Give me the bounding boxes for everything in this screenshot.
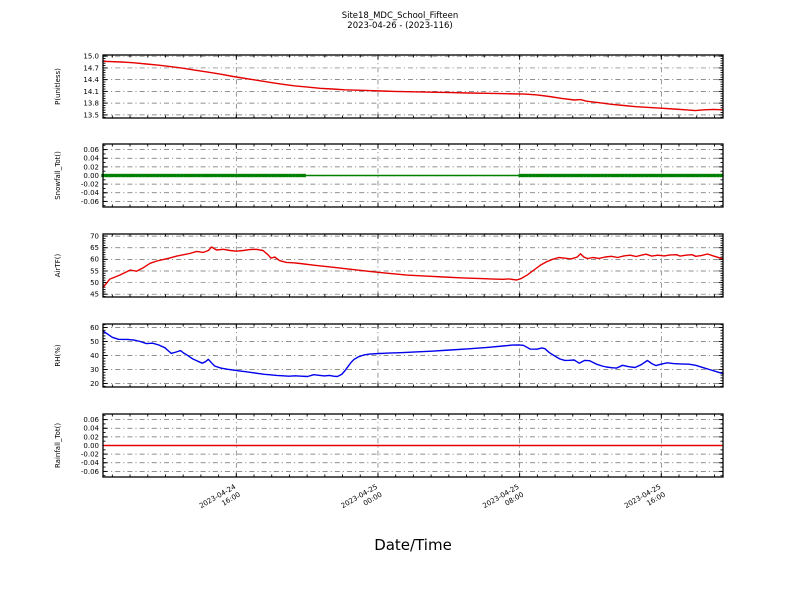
svg-text:13.8: 13.8 <box>83 100 99 108</box>
chart-title: Site18_MDC_School_Fifteen <box>342 11 459 21</box>
series-line-p <box>102 60 724 112</box>
svg-text:14.1: 14.1 <box>83 88 99 96</box>
y-axis-label-airtf: AirTF() <box>54 254 62 278</box>
x-tick-label: 2023-04-2500:00 <box>340 483 384 518</box>
axes-frame-rainfall <box>102 413 724 478</box>
x-tick-label: 2023-04-2508:00 <box>481 483 525 518</box>
svg-text:70: 70 <box>90 232 99 240</box>
svg-text:14.4: 14.4 <box>83 76 99 84</box>
svg-text:65: 65 <box>90 244 99 252</box>
svg-text:0.04: 0.04 <box>83 155 99 163</box>
ticks-airtf <box>103 234 723 297</box>
subplot-snowfall: 0.060.040.020.00-0.02-0.04-0.06 Snowfall_… <box>54 143 724 208</box>
svg-text:50: 50 <box>90 279 99 287</box>
series-line-airtf <box>102 246 724 289</box>
svg-text:30: 30 <box>90 366 99 374</box>
y-axis-label-snowfall: Snowfall_Tot() <box>54 151 62 200</box>
svg-text:0.02: 0.02 <box>83 163 99 171</box>
axes-frame-p <box>102 54 724 119</box>
grid-airtf <box>103 234 723 297</box>
subplot-rainfall: 0.060.040.020.00-0.02-0.04-0.06 Rainfall_… <box>54 413 724 518</box>
x-tick-label: 2023-04-2416:00 <box>198 483 242 518</box>
svg-text:2023-04-2416:00: 2023-04-2416:00 <box>198 483 242 518</box>
subplot-airtf: 70 65 60 55 50 45 AirTF() <box>54 232 724 299</box>
y-tick-labels-p: 15.0 14.7 14.4 14.1 13.8 13.5 <box>83 53 99 120</box>
svg-text:14.7: 14.7 <box>83 64 99 72</box>
svg-text:40: 40 <box>90 352 99 360</box>
y-axis-label-rainfall: Rainfall_Tot() <box>54 423 62 468</box>
y-tick-labels-rh: 60 50 40 30 20 <box>90 324 99 388</box>
axes-frame-rh <box>102 323 724 388</box>
svg-text:0.00: 0.00 <box>83 172 99 180</box>
svg-text:60: 60 <box>90 324 99 332</box>
y-tick-labels-airtf: 70 65 60 55 50 45 <box>90 232 99 298</box>
svg-text:-0.04: -0.04 <box>81 459 100 467</box>
svg-text:50: 50 <box>90 338 99 346</box>
svg-text:-0.02: -0.02 <box>81 181 99 189</box>
series-markers-snowfall <box>101 173 724 178</box>
subplots-group: 15.014.714.414.113.813.5P(unitless)0.060… <box>54 53 724 518</box>
svg-text:0.06: 0.06 <box>83 416 99 424</box>
svg-text:13.5: 13.5 <box>83 111 99 119</box>
ticks-p <box>103 55 723 118</box>
svg-text:45: 45 <box>90 291 99 299</box>
svg-text:20: 20 <box>90 380 99 388</box>
svg-text:55: 55 <box>90 267 99 275</box>
y-axis-label-rh: RH(%) <box>54 344 62 367</box>
subplot-p: 15.0 14.7 14.4 14.1 13.8 13.5 P(unitless) <box>54 53 724 120</box>
chart-subtitle: 2023-04-26 - (2023-116) <box>347 21 452 31</box>
axes-frame-snowfall <box>102 143 724 208</box>
svg-text:0.00: 0.00 <box>83 442 99 450</box>
x-axis-label: Date/Time <box>374 536 452 554</box>
svg-text:2023-04-2500:00: 2023-04-2500:00 <box>340 483 384 518</box>
svg-text:0.02: 0.02 <box>83 433 99 441</box>
series-line-rh <box>102 330 724 378</box>
y-tick-labels-rainfall: 0.060.040.020.00-0.02-0.04-0.06 <box>81 416 100 476</box>
svg-text:15.0: 15.0 <box>83 53 99 61</box>
y-tick-labels-snowfall: 0.060.040.020.00-0.02-0.04-0.06 <box>81 146 100 206</box>
x-tick-label: 2023-04-2516:00 <box>623 483 667 518</box>
svg-text:0.04: 0.04 <box>83 425 99 433</box>
y-axis-label-p: P(unitless) <box>54 68 62 105</box>
svg-text:-0.04: -0.04 <box>81 189 100 197</box>
subplot-rh: 60 50 40 30 20 RH(%) <box>54 323 724 388</box>
svg-text:2023-04-2516:00: 2023-04-2516:00 <box>623 483 667 518</box>
svg-text:2023-04-2508:00: 2023-04-2508:00 <box>481 483 525 518</box>
svg-text:0.06: 0.06 <box>83 146 99 154</box>
svg-text:60: 60 <box>90 256 99 264</box>
grid-p <box>103 55 723 118</box>
grid-rh <box>103 324 723 387</box>
svg-text:-0.06: -0.06 <box>81 198 100 206</box>
axes-frame-airtf <box>102 233 724 298</box>
x-tick-labels: 2023-04-2416:00 2023-04-2500:00 2023-04-25… <box>198 483 667 518</box>
svg-text:-0.02: -0.02 <box>81 451 99 459</box>
svg-text:-0.06: -0.06 <box>81 468 100 476</box>
